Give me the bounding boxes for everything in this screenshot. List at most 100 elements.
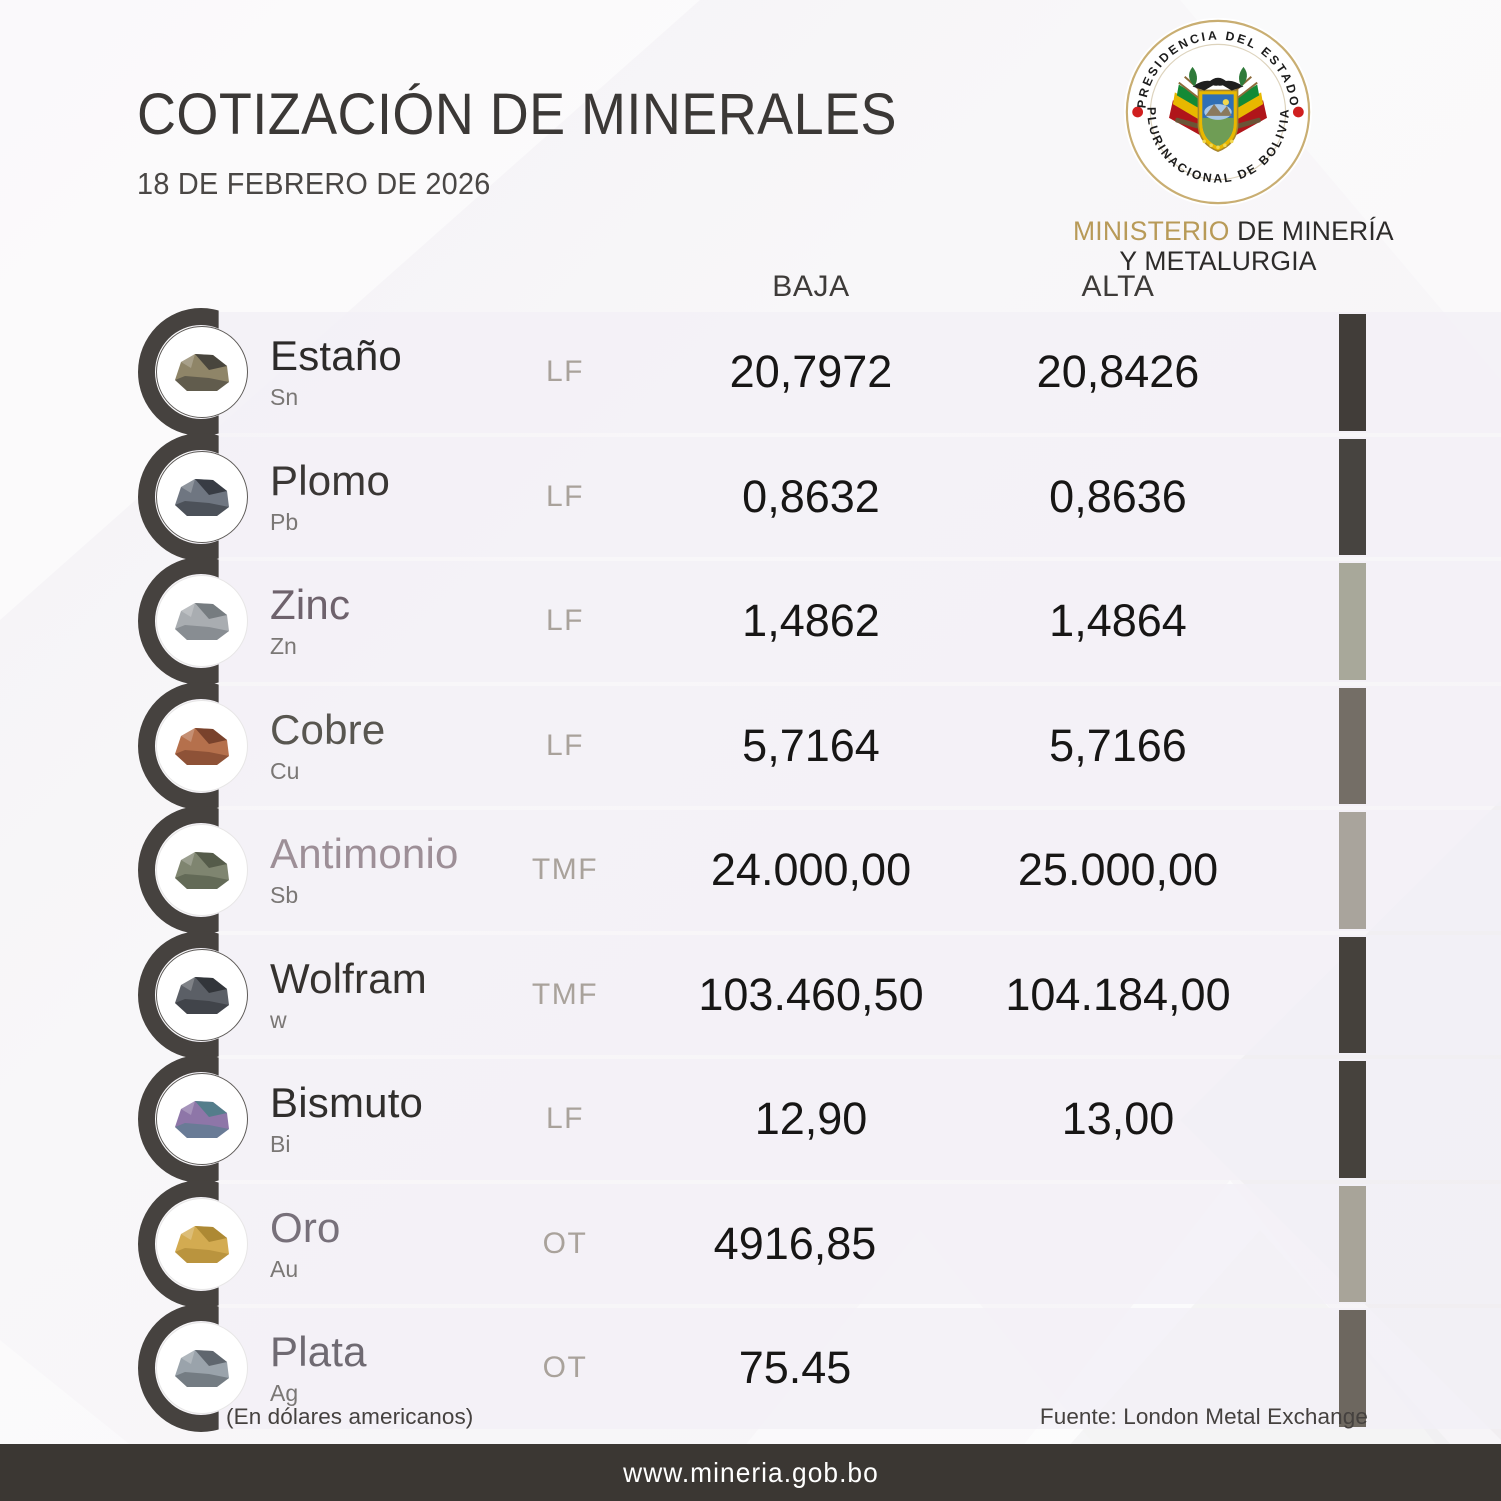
mineral-badge <box>138 806 264 934</box>
price-high: 0,8636 <box>1049 470 1187 522</box>
price-low: 20,7972 <box>729 346 893 398</box>
mineral-badge <box>138 681 264 810</box>
mineral-name: Plomo <box>270 456 391 504</box>
minerals-price-table: Estaño Sn LF 20,7972 20,8426 Plomo Pb LF 0,8632 0… <box>0 308 1501 1433</box>
mineral-name-cell: Plomo Pb <box>270 456 391 535</box>
price-unit: LF <box>545 355 585 389</box>
mineral-rock-icon <box>175 976 229 1014</box>
mineral-image <box>156 326 248 418</box>
price-low: 0,8632 <box>742 470 880 522</box>
mineral-name: Estaño <box>270 332 402 380</box>
mineral-rock-icon <box>175 1225 229 1263</box>
column-headers: BAJA ALTA <box>0 270 1501 312</box>
mineral-name: Wolfram <box>270 954 427 1002</box>
row-background <box>190 1183 1501 1304</box>
price-unit: TMF <box>531 977 599 1011</box>
mineral-symbol: Sb <box>270 882 299 909</box>
price-low: 103.460,50 <box>698 968 924 1020</box>
mineral-rock-icon <box>175 354 229 391</box>
mineral-name: Antimonio <box>270 830 459 878</box>
mineral-name-cell: Wolfram w <box>270 954 427 1033</box>
mineral-image <box>156 948 248 1041</box>
price-low: 75.45 <box>738 1342 852 1394</box>
table-row: Antimonio Sb TMF 24.000,00 25.000,00 <box>0 806 1501 934</box>
website-bar: www.mineria.gob.bo <box>0 1444 1501 1501</box>
price-unit: LF <box>545 728 585 762</box>
mineral-name-cell: Bismuto Bi <box>270 1082 423 1156</box>
row-background <box>190 685 1501 806</box>
mineral-image <box>156 824 248 916</box>
mineral-symbol: Ag <box>270 1380 299 1407</box>
page-header: COTIZACIÓN DE MINERALES 18 DE FEBRERO DE… <box>0 0 1501 300</box>
page-date: 18 DE FEBRERO DE 2026 <box>137 166 491 201</box>
mineral-symbol: Au <box>270 1255 299 1282</box>
mineral-badge <box>138 1179 264 1308</box>
mineral-name: Bismuto <box>270 1079 424 1127</box>
table-row: Cobre Cu LF 5,7164 5,7166 <box>0 681 1501 810</box>
mineral-name-cell: Oro Au <box>270 1203 341 1282</box>
row-color-chip <box>1339 563 1366 680</box>
mineral-image <box>156 699 248 792</box>
price-unit: OT <box>542 1226 588 1260</box>
row-background <box>190 1059 1501 1180</box>
mineral-rock-icon <box>175 1101 229 1138</box>
row-color-chip <box>1339 438 1366 555</box>
price-high: 20,8426 <box>1036 346 1200 398</box>
row-color-chip <box>1339 1310 1366 1427</box>
mineral-badge <box>138 1055 264 1183</box>
mineral-name: Zinc <box>270 581 351 629</box>
source-note: Fuente: London Metal Exchange <box>1039 1404 1368 1429</box>
mineral-symbol: Sn <box>270 384 299 411</box>
table-row: Zinc Zn LF 1,4862 1,4864 <box>0 557 1501 685</box>
price-unit: LF <box>545 1102 585 1136</box>
price-high: 104.184,00 <box>1005 968 1231 1020</box>
currency-note: (En dólares americanos) <box>226 1404 474 1429</box>
mineral-rock-icon <box>175 603 229 640</box>
row-background <box>190 436 1501 557</box>
row-color-chip <box>1339 812 1366 929</box>
ministry-name-rest: DE MINERÍA <box>1229 216 1394 246</box>
price-unit: TMF <box>531 853 599 887</box>
price-unit: LF <box>545 604 585 638</box>
row-background <box>190 810 1501 931</box>
mineral-image <box>156 1073 248 1165</box>
mineral-image <box>156 575 248 667</box>
mineral-rock-icon <box>175 727 229 765</box>
mineral-name: Plata <box>270 1328 367 1376</box>
price-high: 13,00 <box>1061 1093 1175 1145</box>
website-url[interactable]: www.mineria.gob.bo <box>622 1456 879 1488</box>
mineral-symbol: w <box>270 1006 287 1033</box>
row-color-chip <box>1339 1061 1366 1178</box>
table-row: Wolfram w TMF 103.460,50 104.184,00 <box>0 930 1501 1059</box>
price-low: 1,4862 <box>742 595 880 647</box>
mineral-rock-icon <box>175 478 229 516</box>
row-background <box>190 561 1501 682</box>
mineral-image <box>156 1322 248 1414</box>
price-unit: LF <box>545 479 585 513</box>
table-row: Estaño Sn LF 20,7972 20,8426 <box>0 308 1501 436</box>
column-header-baja: BAJA <box>772 270 850 303</box>
price-unit: OT <box>542 1351 588 1385</box>
price-high: 25.000,00 <box>1017 844 1219 896</box>
row-background <box>190 1308 1501 1429</box>
price-low: 12,90 <box>754 1093 868 1145</box>
price-low: 24.000,00 <box>710 844 912 896</box>
mineral-name: Oro <box>270 1203 341 1251</box>
mineral-name: Cobre <box>270 705 386 753</box>
row-color-chip <box>1339 1185 1366 1302</box>
table-row: Plomo Pb LF 0,8632 0,8636 <box>0 432 1501 561</box>
mineral-badge <box>138 432 264 561</box>
row-background <box>190 312 1501 433</box>
mineral-symbol: Cu <box>270 757 300 784</box>
price-high: 5,7166 <box>1049 719 1187 771</box>
page-title: COTIZACIÓN DE MINERALES <box>137 82 897 147</box>
table-row: Bismuto Bi LF 12,90 13,00 <box>0 1055 1501 1183</box>
mineral-symbol: Bi <box>270 1131 291 1158</box>
mineral-symbol: Pb <box>270 508 299 535</box>
mineral-rock-icon <box>175 852 229 889</box>
row-background <box>190 934 1501 1055</box>
column-header-alta: ALTA <box>1081 270 1155 303</box>
footnotes: (En dólares americanos) Fuente: London M… <box>0 1404 1501 1454</box>
mineral-name-cell: Estaño Sn <box>270 335 402 409</box>
ministry-name-gold: MINISTERIO <box>1073 216 1230 246</box>
